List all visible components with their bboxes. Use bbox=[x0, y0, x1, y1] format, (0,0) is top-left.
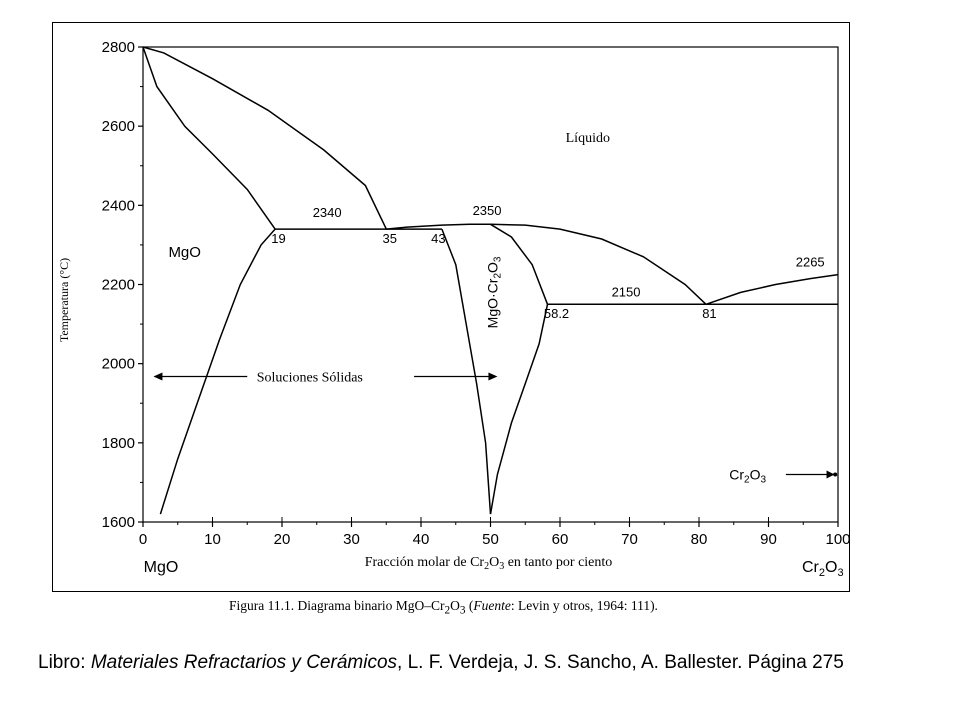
x-axis-title: Fracción molar de Cr2O3 en tanto por cie… bbox=[365, 555, 613, 572]
label-2265: 2265 bbox=[796, 255, 825, 270]
caption-prefix: Figura 11.1. Diagrama binario MgO–Cr bbox=[229, 598, 445, 613]
y-tick-label: 2400 bbox=[102, 197, 135, 214]
label-43: 43 bbox=[431, 231, 445, 246]
cr2o3-arrow-dot bbox=[833, 472, 838, 477]
x-tick-label: 100 bbox=[825, 531, 850, 548]
x-tick-label: 90 bbox=[760, 531, 777, 548]
x-tick-label: 70 bbox=[621, 531, 638, 548]
x-tick-label: 50 bbox=[482, 531, 499, 548]
curve-liquidus-cr2o3 bbox=[705, 273, 839, 306]
axes: 0 10 20 30 40 50 60 70 80 90 100 1600 1800 2000 2200 24… bbox=[57, 39, 851, 579]
figure-frame bbox=[52, 22, 850, 592]
arrow-right-head bbox=[488, 372, 498, 381]
book-reference: Libro: Materiales Refractarios y Cerámic… bbox=[38, 652, 844, 674]
y-tick-label: 1800 bbox=[102, 435, 135, 452]
x-tick-label: 10 bbox=[204, 531, 221, 548]
cr2o3-arrow-head bbox=[826, 470, 835, 479]
label-soluciones-s-lidas: Soluciones Sólidas bbox=[257, 370, 363, 385]
x-tick-label: 0 bbox=[139, 531, 147, 548]
label-l-quido: Líquido bbox=[566, 131, 610, 146]
label-81: 81 bbox=[702, 306, 716, 321]
region-labels: Líquido MgO 2340 19 35 43 2350 58.2 2150 81 2265 So… bbox=[153, 131, 838, 486]
curve-solidus-spinel-right bbox=[490, 223, 549, 305]
reference-suffix: , L. F. Verdeja, J. S. Sancho, A. Balles… bbox=[397, 652, 844, 673]
caption-sub2: 3 bbox=[459, 604, 466, 617]
label-spinel: MgO·Cr2O3 bbox=[484, 256, 503, 328]
endpoint-label-mgo: MgO bbox=[144, 559, 179, 576]
y-axis-title: Temperatura (°C) bbox=[57, 258, 71, 342]
label-2350: 2350 bbox=[473, 203, 502, 218]
x-tick-label: 30 bbox=[343, 531, 360, 548]
label-2150: 2150 bbox=[612, 284, 641, 299]
label-mgo: MgO bbox=[168, 244, 201, 261]
y-tick-label: 2600 bbox=[102, 118, 135, 135]
caption-mid: O bbox=[450, 598, 460, 613]
curve-liquidus-mgo bbox=[142, 46, 387, 230]
curve-liquidus-right bbox=[490, 223, 707, 305]
endpoint-label-cr2o3: Cr2O3 bbox=[802, 559, 844, 579]
phase-boundaries bbox=[142, 46, 839, 515]
arrow-left-head bbox=[153, 372, 163, 381]
label-2340: 2340 bbox=[313, 205, 342, 220]
caption-rest: : Levin y otros, 1964: 111). bbox=[510, 598, 658, 613]
label-cr2o3: Cr2O3 bbox=[729, 467, 766, 486]
label-35: 35 bbox=[382, 231, 396, 246]
y-tick-label: 1600 bbox=[102, 514, 135, 531]
curve-liquidus-spinel-left bbox=[386, 223, 491, 230]
caption-fuente: Fuente bbox=[473, 598, 511, 613]
curve-solidus-mgo bbox=[142, 46, 276, 230]
y-tick-label: 2200 bbox=[102, 277, 135, 294]
caption-open: ( bbox=[465, 598, 474, 613]
figure-caption: Figura 11.1. Diagrama binario MgO–Cr2O3 … bbox=[229, 598, 658, 617]
curve-solvus-mgo bbox=[159, 228, 276, 515]
x-tick-label: 40 bbox=[413, 531, 430, 548]
reference-prefix: Libro: bbox=[38, 652, 91, 673]
curve-solidus-spinel-left bbox=[441, 228, 492, 515]
x-tick-label: 60 bbox=[552, 531, 569, 548]
x-tick-label: 80 bbox=[691, 531, 708, 548]
y-tick-label: 2000 bbox=[102, 356, 135, 373]
y-tick-label: 2800 bbox=[102, 39, 135, 56]
label-58-2: 58.2 bbox=[544, 306, 569, 321]
caption-sub1: 2 bbox=[444, 604, 451, 617]
label-19: 19 bbox=[271, 231, 285, 246]
curve-solvus-spinel-right bbox=[489, 304, 549, 515]
reference-title: Materiales Refractarios y Cerámicos bbox=[90, 652, 398, 673]
x-tick-label: 20 bbox=[274, 531, 291, 548]
